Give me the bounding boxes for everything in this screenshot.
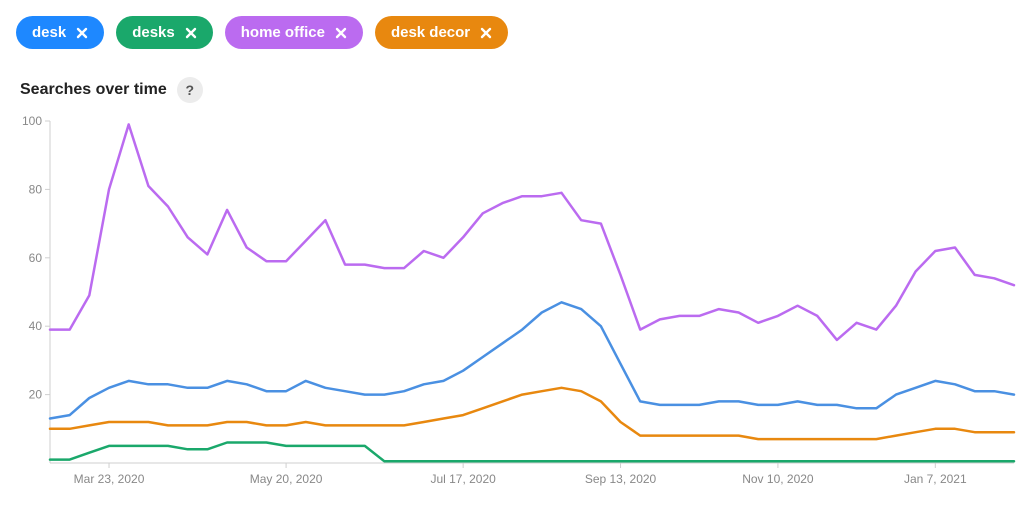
svg-text:Jan 7, 2021: Jan 7, 2021 [904, 472, 967, 486]
svg-text:May 20, 2020: May 20, 2020 [250, 472, 323, 486]
close-icon[interactable] [76, 27, 88, 39]
filter-chip-desk-decor[interactable]: desk decor [375, 16, 508, 49]
searches-chart: 20 40 60 80 100 Mar 23, 2020 May 20, 2020 Jul 1… [16, 113, 1008, 493]
filter-chip-desk[interactable]: desk [16, 16, 104, 49]
svg-text:100: 100 [22, 114, 42, 128]
svg-text:20: 20 [29, 388, 43, 402]
chip-label: desks [132, 24, 175, 41]
close-icon[interactable] [480, 27, 492, 39]
svg-text:80: 80 [29, 182, 43, 196]
filter-chip-home-office[interactable]: home office [225, 16, 363, 49]
help-icon[interactable]: ? [177, 77, 203, 103]
svg-text:Mar 23, 2020: Mar 23, 2020 [74, 472, 145, 486]
svg-text:Sep 13, 2020: Sep 13, 2020 [585, 472, 657, 486]
filter-chip-row: desk desks home office desk decor [16, 16, 1008, 49]
filter-chip-desks[interactable]: desks [116, 16, 213, 49]
chip-label: home office [241, 24, 325, 41]
chart-title: Searches over time [20, 81, 167, 99]
svg-text:40: 40 [29, 319, 43, 333]
close-icon[interactable] [185, 27, 197, 39]
chip-label: desk [32, 24, 66, 41]
close-icon[interactable] [335, 27, 347, 39]
chip-label: desk decor [391, 24, 470, 41]
svg-text:Jul 17, 2020: Jul 17, 2020 [430, 472, 496, 486]
svg-text:Nov 10, 2020: Nov 10, 2020 [742, 472, 814, 486]
svg-text:60: 60 [29, 251, 43, 265]
